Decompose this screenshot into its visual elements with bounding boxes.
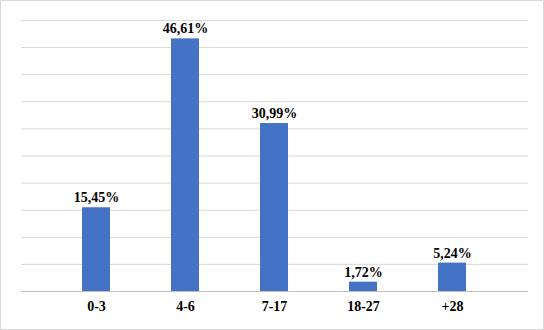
svg-text:18-27: 18-27: [347, 299, 380, 314]
svg-text:7-17: 7-17: [262, 299, 288, 314]
svg-text:1,72%: 1,72%: [344, 265, 383, 280]
svg-text:4-6: 4-6: [176, 299, 195, 314]
svg-text:30,99%: 30,99%: [252, 106, 298, 121]
svg-text:46,61%: 46,61%: [163, 21, 209, 36]
svg-text:+28: +28: [442, 299, 464, 314]
svg-text:15,45%: 15,45%: [74, 190, 120, 205]
svg-text:5,24%: 5,24%: [433, 246, 472, 261]
svg-text:0-3: 0-3: [87, 299, 106, 314]
